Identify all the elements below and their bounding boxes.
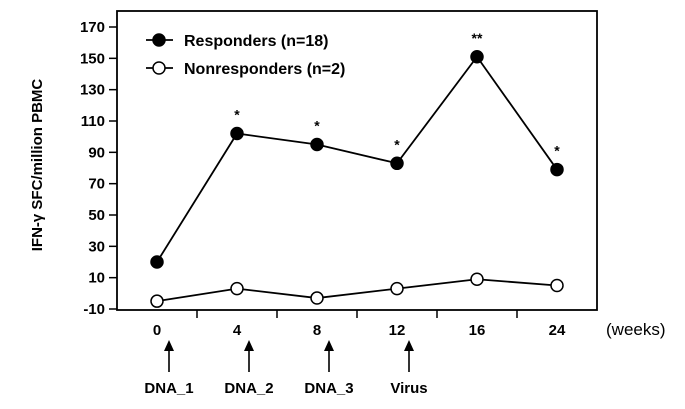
series-1-point xyxy=(550,278,564,293)
y-tick-label: 110 xyxy=(81,113,105,130)
series-0-point xyxy=(390,156,404,171)
series-1-point xyxy=(470,272,484,286)
event-arrow-head xyxy=(164,340,174,351)
legend-label-responders: Responders (n=18) xyxy=(184,33,328,50)
x-tick-label: 4 xyxy=(233,322,242,339)
y-tick-label: 90 xyxy=(88,144,105,161)
significance-label: * xyxy=(394,136,400,152)
x-unit-label: (weeks) xyxy=(606,320,666,339)
legend-label-nonresponders: Nonresponders (n=2) xyxy=(184,61,345,78)
y-tick-label: 50 xyxy=(88,207,105,224)
events-layer: DNA_1 DNA_2 DNA_3 Virus xyxy=(144,340,428,397)
significance-label: * xyxy=(314,118,320,134)
series-1-point xyxy=(390,281,404,296)
series-0-point xyxy=(310,137,324,152)
x-tick-label: 8 xyxy=(313,322,321,339)
y-tick-label: 170 xyxy=(80,19,105,36)
y-ticks: 170 150 130 110 90 70 50 30 10 -10 xyxy=(80,19,117,318)
series-1-point xyxy=(310,291,324,305)
x-ticks: 0 4 8 12 16 24 xyxy=(153,310,566,339)
x-tick-label: 12 xyxy=(389,322,406,339)
event-arrow-head xyxy=(324,340,334,351)
y-tick-label: 130 xyxy=(80,82,105,99)
series-layer: ****** xyxy=(150,30,564,308)
event-arrow-head xyxy=(404,340,414,351)
series-0-point xyxy=(550,162,564,177)
series-1-point xyxy=(150,294,164,308)
legend-marker-nonresponders xyxy=(152,61,166,75)
y-axis-title: IFN-γ SFC/million PBMC xyxy=(29,79,46,252)
legend-marker-responders xyxy=(152,33,166,47)
significance-label: * xyxy=(234,107,240,123)
significance-label: * xyxy=(554,143,560,159)
y-tick-label: 30 xyxy=(88,238,105,255)
event-label: DNA_1 xyxy=(144,380,193,397)
series-0-point xyxy=(150,255,164,269)
x-tick-label: 0 xyxy=(153,322,161,339)
legend: Responders (n=18) Nonresponders (n=2) xyxy=(146,33,345,78)
series-0-point xyxy=(470,50,484,64)
series-line-1 xyxy=(156,278,558,303)
event-arrow-head xyxy=(244,340,254,351)
x-tick-label: 16 xyxy=(469,322,486,339)
y-tick-label: 150 xyxy=(80,50,105,67)
event-label: DNA_3 xyxy=(304,380,353,397)
series-1-point xyxy=(230,281,244,296)
series-line-0 xyxy=(156,55,558,263)
plot-frame xyxy=(116,10,598,311)
series-0-point xyxy=(230,126,244,141)
y-tick-label: -10 xyxy=(83,301,105,318)
y-tick-label: 70 xyxy=(88,176,105,193)
significance-label: ** xyxy=(472,30,483,46)
y-tick-label: 10 xyxy=(88,270,105,287)
event-label: Virus xyxy=(390,380,427,397)
x-tick-label: 24 xyxy=(549,322,566,339)
event-label: DNA_2 xyxy=(224,380,273,397)
